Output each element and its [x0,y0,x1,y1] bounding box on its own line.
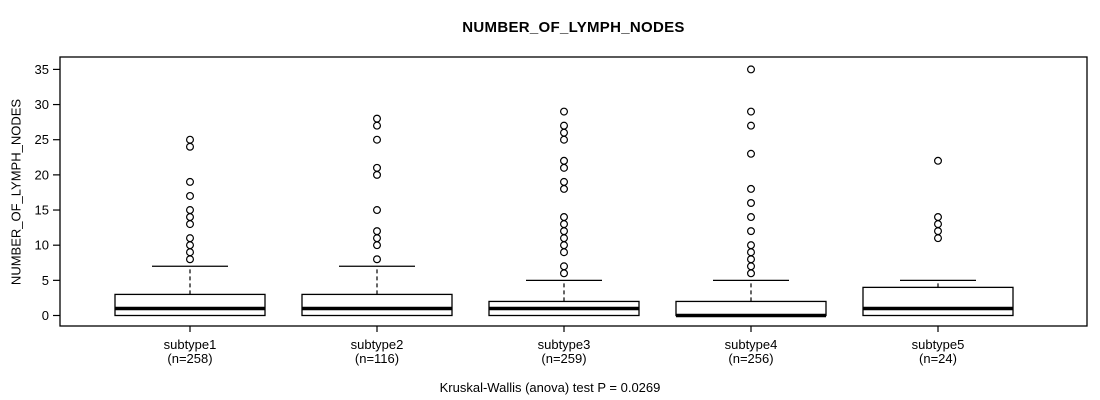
outlier-point [186,142,195,151]
sample-size-label: (n=24) [919,351,957,366]
outlier-point [746,227,755,236]
chart-title: NUMBER_OF_LYMPH_NODES [462,19,685,36]
y-axis-tick-label: 30 [35,97,49,112]
outlier-point [559,248,568,257]
outlier-point [559,184,568,193]
sample-size-label: (n=256) [728,351,773,366]
iqr-box [862,286,1014,317]
outlier-point [933,234,942,243]
outlier-point [186,191,195,200]
outlier-point [373,163,382,172]
y-axis-tick-label: 10 [35,238,49,253]
outlier-point [373,241,382,250]
outlier-point [559,163,568,172]
category-label: subtype5 [912,337,965,352]
category-label: subtype4 [725,337,778,352]
outlier-point [186,206,195,215]
outlier-point [933,213,942,222]
y-axis-tick-label: 0 [42,308,49,323]
y-axis-tick-label: 20 [35,167,49,182]
outlier-point [559,121,568,130]
outlier-point [559,269,568,278]
outlier-point [559,262,568,271]
outlier-point [186,220,195,229]
outlier-point [933,156,942,165]
outlier-point [373,135,382,144]
outlier-point [559,135,568,144]
stat-caption: Kruskal-Wallis (anova) test P = 0.0269 [439,380,661,395]
outlier-point [746,149,755,158]
outlier-point [746,107,755,116]
outlier-point [373,234,382,243]
outlier-point [746,65,755,74]
category-label: subtype2 [351,337,404,352]
category-label: subtype1 [164,337,217,352]
outlier-point [186,241,195,250]
outlier-point [373,206,382,215]
outlier-point [186,234,195,243]
outlier-point [746,184,755,193]
outlier-point [559,241,568,250]
outlier-point [746,198,755,207]
plot-frame [59,56,1088,327]
outlier-point [746,269,755,278]
sample-size-label: (n=258) [167,351,212,366]
boxplot-subtype3 [488,107,640,317]
outlier-point [746,255,755,264]
outlier-point [186,248,195,257]
outlier-point [373,255,382,264]
boxplot-subtype5 [862,156,1014,317]
outlier-point [559,213,568,222]
outlier-point [373,114,382,123]
outlier-point [559,156,568,165]
iqr-box [675,300,827,317]
outlier-point [933,227,942,236]
y-axis-tick-label: 35 [35,62,49,77]
outlier-point [559,227,568,236]
outlier-point [373,121,382,130]
outlier-point [186,177,195,186]
sample-size-label: (n=116) [355,351,399,366]
outlier-point [373,170,382,179]
outlier-point [933,220,942,229]
outlier-point [186,255,195,264]
outlier-point [746,121,755,130]
y-axis-tick-label: 25 [35,132,49,147]
y-axis-tick-label: 5 [42,273,49,288]
outlier-point [746,262,755,271]
boxplot-subtype2 [301,114,453,317]
outlier-point [559,177,568,186]
sample-size-label: (n=259) [541,351,586,366]
outlier-point [559,107,568,116]
iqr-box [301,293,453,317]
outlier-point [186,213,195,222]
boxplot-subtype1 [114,135,266,317]
outlier-point [746,241,755,250]
outlier-point [373,227,382,236]
outlier-point [186,135,195,144]
iqr-box [114,293,266,317]
outlier-point [559,128,568,137]
category-label: subtype3 [538,337,591,352]
boxplot-subtype4 [675,65,827,318]
y-axis-tick-label: 15 [35,203,49,218]
outlier-point [559,220,568,229]
outlier-point [559,234,568,243]
outlier-point [746,213,755,222]
outlier-point [746,248,755,257]
